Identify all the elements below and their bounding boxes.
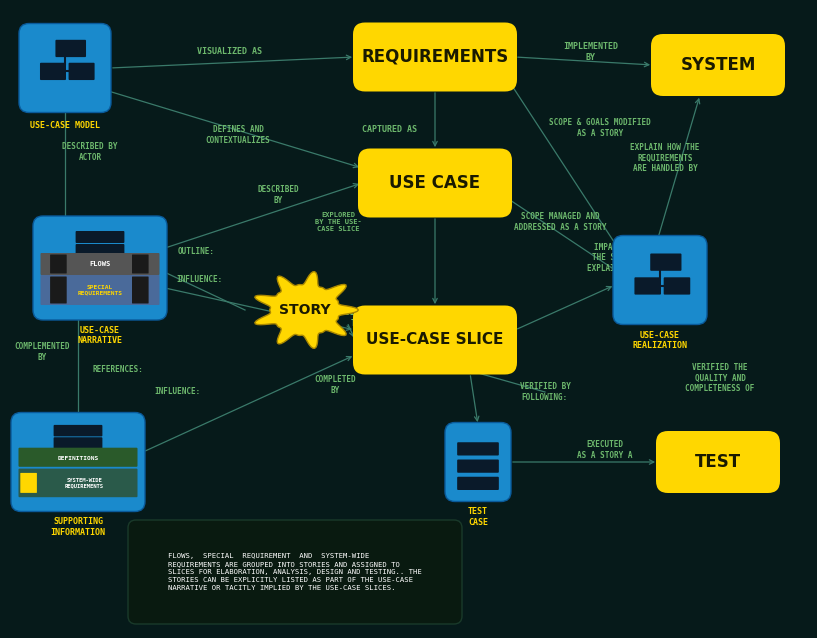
FancyBboxPatch shape [19,24,111,112]
FancyBboxPatch shape [651,34,785,96]
Text: STORY: STORY [279,303,331,317]
FancyBboxPatch shape [19,448,137,467]
Text: USE-CASE SLICE: USE-CASE SLICE [366,332,504,348]
FancyBboxPatch shape [650,253,681,271]
Text: SUPPORTING
INFORMATION: SUPPORTING INFORMATION [51,517,105,537]
FancyBboxPatch shape [128,520,462,624]
Text: VISUALIZED AS: VISUALIZED AS [198,47,262,57]
FancyBboxPatch shape [613,235,707,325]
Text: VERIFIED BY
FOLLOWING:: VERIFIED BY FOLLOWING: [520,382,570,402]
Text: DEFINITIONS: DEFINITIONS [57,456,99,461]
FancyBboxPatch shape [445,422,511,501]
Text: USE CASE: USE CASE [390,174,480,192]
Text: INFLUENCE:: INFLUENCE: [155,387,201,396]
Polygon shape [255,272,359,348]
Text: EXECUTED
AS A STORY A: EXECUTED AS A STORY A [578,440,632,460]
FancyBboxPatch shape [40,63,66,80]
Text: DEFINES AND
CONTEXTUALIZES: DEFINES AND CONTEXTUALIZES [206,125,270,145]
FancyBboxPatch shape [11,413,145,512]
Text: EXPLAIN HOW THE
REQUIREMENTS
ARE HANDLED BY: EXPLAIN HOW THE REQUIREMENTS ARE HANDLED… [630,143,699,173]
FancyBboxPatch shape [458,442,499,456]
Text: USE-CASE MODEL: USE-CASE MODEL [30,121,100,130]
FancyBboxPatch shape [635,278,661,295]
FancyBboxPatch shape [353,306,517,375]
Text: ASSIGNED
TO: ASSIGNED TO [337,308,373,328]
Text: DESCRIBED BY
ACTOR: DESCRIBED BY ACTOR [62,142,118,161]
Text: COMPLEMENTED
BY: COMPLEMENTED BY [14,343,69,362]
Text: DESCRIBED
BY: DESCRIBED BY [257,185,299,205]
Text: REFERENCES:: REFERENCES: [92,366,144,375]
Text: COMPLETED
BY: COMPLETED BY [315,375,356,395]
FancyBboxPatch shape [54,437,102,449]
FancyBboxPatch shape [656,431,780,493]
FancyBboxPatch shape [50,276,67,304]
FancyBboxPatch shape [132,255,149,274]
FancyBboxPatch shape [132,276,149,304]
Text: VERIFIED THE
QUALITY AND
COMPLETENESS OF: VERIFIED THE QUALITY AND COMPLETENESS OF [685,363,755,393]
FancyBboxPatch shape [458,477,499,490]
Text: CAPTURED AS: CAPTURED AS [363,126,417,135]
Text: SPECIAL
REQUIREMENTS: SPECIAL REQUIREMENTS [78,285,123,295]
FancyBboxPatch shape [663,278,690,295]
Text: USE-CASE
REALIZATION: USE-CASE REALIZATION [632,330,687,350]
FancyBboxPatch shape [41,275,159,305]
Text: INFLUENCE:: INFLUENCE: [176,276,223,285]
FancyBboxPatch shape [56,40,86,57]
FancyBboxPatch shape [19,468,137,497]
FancyBboxPatch shape [76,244,124,256]
FancyBboxPatch shape [20,473,37,493]
Text: SCOPE MANAGED AND
ADDRESSED AS A STORY: SCOPE MANAGED AND ADDRESSED AS A STORY [514,212,606,232]
FancyBboxPatch shape [33,216,167,320]
Text: TEST
CASE: TEST CASE [468,507,488,527]
Text: SCOPE & GOALS MODIFIED
AS A STORY: SCOPE & GOALS MODIFIED AS A STORY [549,118,651,138]
FancyBboxPatch shape [358,149,512,218]
Text: FLOWS: FLOWS [89,261,110,267]
Text: SYSTEM: SYSTEM [681,56,756,74]
Text: SYSTEM-WIDE
REQUIREMENTS: SYSTEM-WIDE REQUIREMENTS [65,477,104,488]
FancyBboxPatch shape [458,459,499,473]
FancyBboxPatch shape [50,255,67,274]
Text: FLOWS,  SPECIAL  REQUIREMENT  AND  SYSTEM-WIDE
REQUIREMENTS ARE GROUPED INTO STO: FLOWS, SPECIAL REQUIREMENT AND SYSTEM-WI… [168,553,422,591]
FancyBboxPatch shape [76,231,124,243]
FancyBboxPatch shape [41,253,159,275]
Text: IMPLEMENTED
BY: IMPLEMENTED BY [564,42,618,62]
Text: OUTLINE:: OUTLINE: [177,248,215,256]
FancyBboxPatch shape [353,22,517,91]
Text: TEST: TEST [695,453,741,471]
Text: EXPLORED
BY THE USE-
CASE SLICE: EXPLORED BY THE USE- CASE SLICE [315,212,361,232]
Text: IMPACT ON
THE SYSTEM
EXPLAINED BY: IMPACT ON THE SYSTEM EXPLAINED BY [587,243,643,273]
Text: USE-CASE
NARRATIVE: USE-CASE NARRATIVE [78,326,123,345]
FancyBboxPatch shape [69,63,95,80]
Text: REQUIREMENTS: REQUIREMENTS [361,48,509,66]
FancyBboxPatch shape [54,425,102,436]
